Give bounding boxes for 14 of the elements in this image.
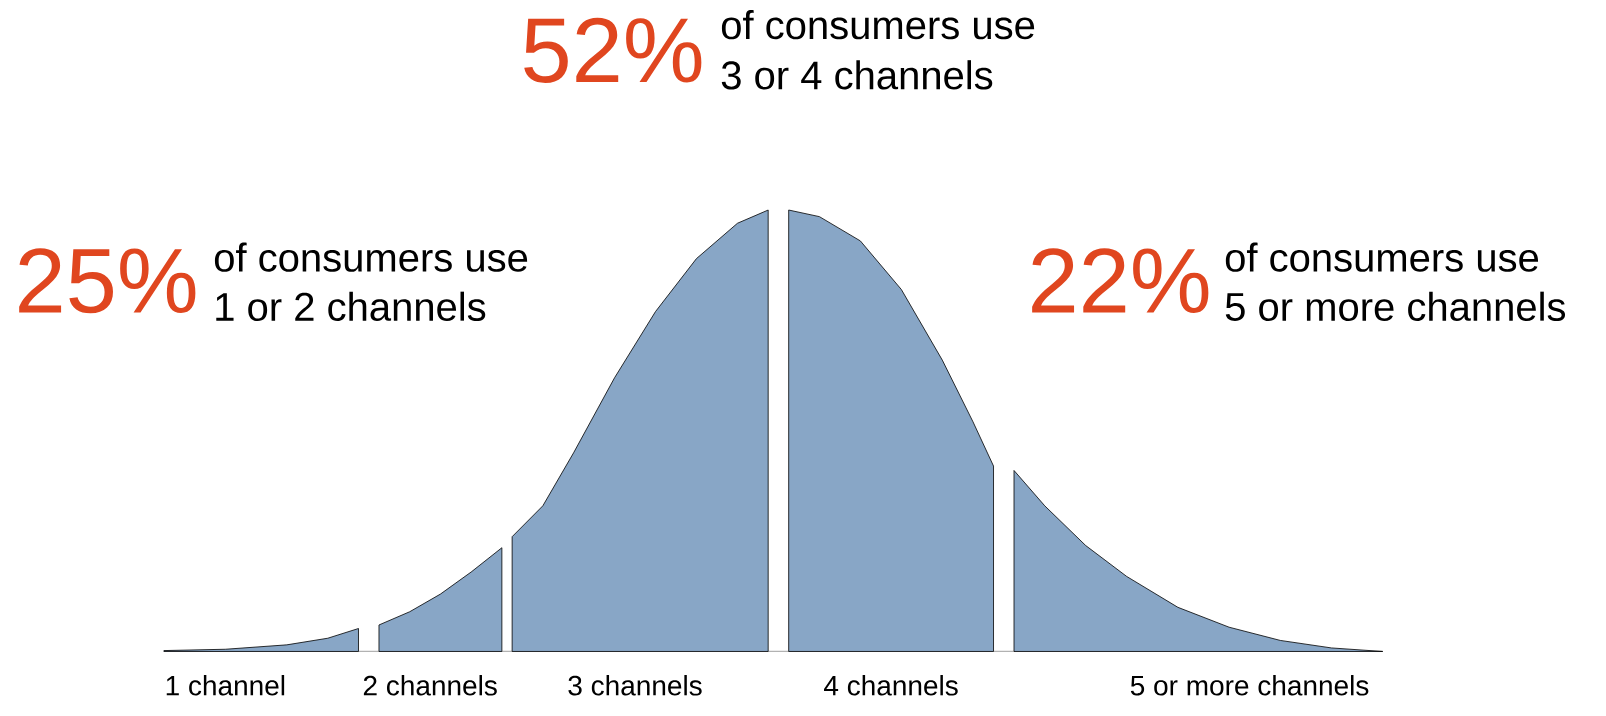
annotation: of consumers use (1225, 242, 1539, 272)
text: 3 or 4 channels (721, 60, 993, 90)
x-tick-label: 5 or more channels (1130, 675, 1369, 696)
x-tick-label: 2 channels (363, 675, 497, 696)
x-tick-label: 4 channels (824, 675, 958, 696)
annotation: 1 or 2 channels (216, 291, 486, 322)
annotation: of consumers use (214, 242, 528, 272)
annotation: 5 or more channels (1225, 291, 1566, 322)
x-tick-label: 3 channels (568, 675, 702, 696)
text: of consumers use (721, 10, 1035, 40)
annotation: 25% (19, 248, 196, 314)
x-tick-label: 1 channel (166, 675, 285, 696)
text: 52% (524, 17, 702, 83)
annotation: 22% (1032, 248, 1209, 313)
